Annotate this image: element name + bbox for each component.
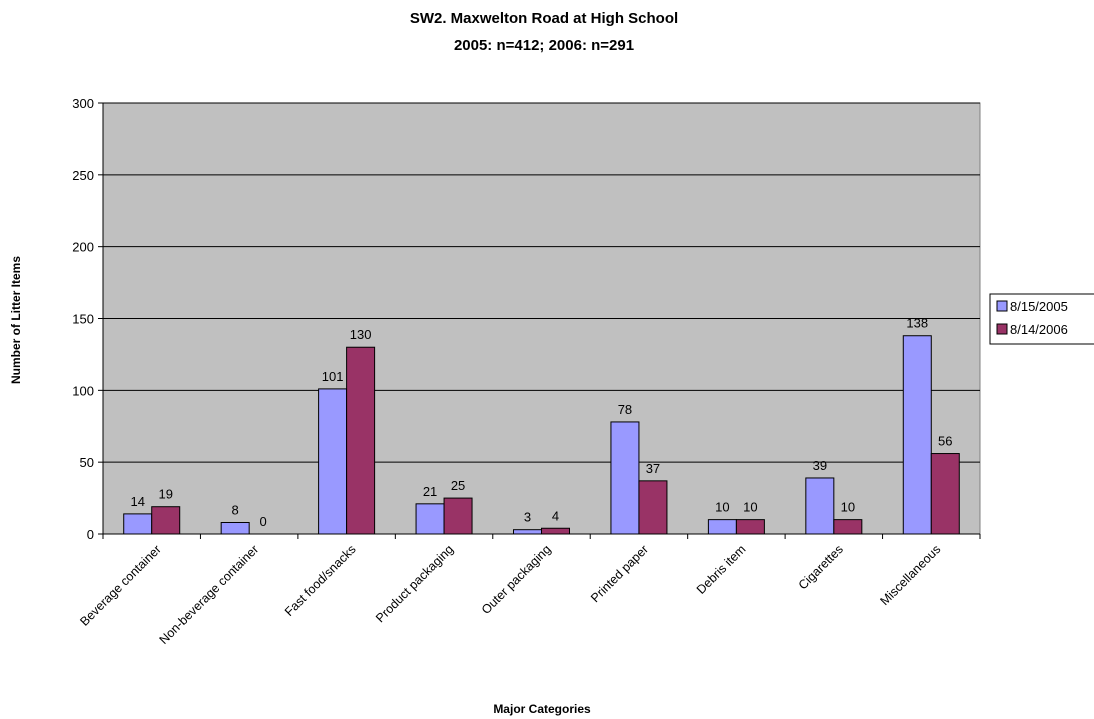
legend-swatch-2006	[996, 323, 1008, 335]
x-axis	[102, 533, 981, 539]
category-label: Fast food/snacks	[282, 542, 359, 619]
data-label: 10	[715, 500, 729, 515]
y-tick-label: 300	[72, 96, 94, 111]
bar-2006	[151, 506, 181, 535]
bar-2006	[833, 519, 863, 535]
bar-2006	[346, 346, 376, 535]
bar-2005	[123, 513, 153, 535]
y-tick-label: 150	[72, 312, 94, 327]
bar-2005	[902, 335, 932, 535]
category-label: Outer packaging	[479, 542, 554, 617]
bar-2005	[220, 522, 250, 535]
data-label: 10	[743, 500, 757, 515]
y-axis: 0 50 100 150 200 250 300	[72, 96, 104, 542]
legend-swatch-2005	[996, 300, 1008, 312]
bar-2006	[638, 480, 668, 535]
data-labels: 14 19 8 0 101 130 21 25 3 4 78 37 10 10 39 10 138 56	[130, 316, 952, 529]
bar-2005	[318, 388, 348, 535]
data-label: 19	[158, 487, 172, 502]
data-label: 4	[552, 508, 559, 523]
y-tick-label: 250	[72, 168, 94, 183]
y-tick-label: 200	[72, 240, 94, 255]
bar-2006	[541, 527, 570, 535]
legend-label-2006: 8/14/2006	[1010, 322, 1068, 337]
category-label: Printed paper	[588, 542, 651, 605]
bar-2006	[930, 453, 960, 535]
category-label: Beverage container	[77, 542, 164, 629]
bar-2005	[805, 477, 835, 535]
data-label: 14	[130, 494, 144, 509]
gridlines	[103, 102, 980, 463]
chart-subtitle: 2005: n=412; 2006: n=291	[454, 37, 634, 54]
y-tick-label: 50	[80, 455, 94, 470]
legend-label-2005: 8/15/2005	[1010, 299, 1068, 314]
bar-2005	[513, 529, 542, 535]
data-label: 78	[618, 402, 632, 417]
data-label: 39	[813, 458, 827, 473]
legend: 8/15/2005 8/14/2006	[989, 293, 1094, 345]
y-tick-label: 0	[87, 527, 94, 542]
data-label: 3	[524, 510, 531, 525]
category-label: Miscellaneous	[877, 542, 943, 608]
category-label: Product packaging	[373, 542, 456, 625]
bar-2006	[443, 497, 473, 535]
data-label: 10	[841, 500, 855, 515]
chart-title: SW2. Maxwelton Road at High School	[410, 10, 678, 27]
bars	[123, 335, 960, 535]
bar-2005	[415, 503, 445, 535]
bar-2005	[610, 421, 640, 535]
category-label: Non-beverage container	[157, 542, 262, 647]
bar-2005	[707, 519, 737, 535]
bar-2006	[735, 519, 765, 535]
data-label: 130	[350, 327, 372, 342]
data-label: 101	[322, 369, 344, 384]
y-tick-label: 100	[72, 383, 94, 398]
data-label: 21	[423, 484, 437, 499]
data-label: 37	[646, 461, 660, 476]
y-axis-title: Number of Litter Items	[9, 256, 23, 384]
x-axis-title: Major Categories	[493, 702, 591, 716]
data-label: 8	[232, 503, 239, 518]
category-label: Debris item	[694, 542, 749, 597]
data-label: 0	[260, 514, 267, 529]
data-label: 138	[906, 316, 928, 331]
data-label: 25	[451, 478, 465, 493]
data-label: 56	[938, 434, 952, 449]
category-label: Cigarettes	[796, 542, 846, 592]
